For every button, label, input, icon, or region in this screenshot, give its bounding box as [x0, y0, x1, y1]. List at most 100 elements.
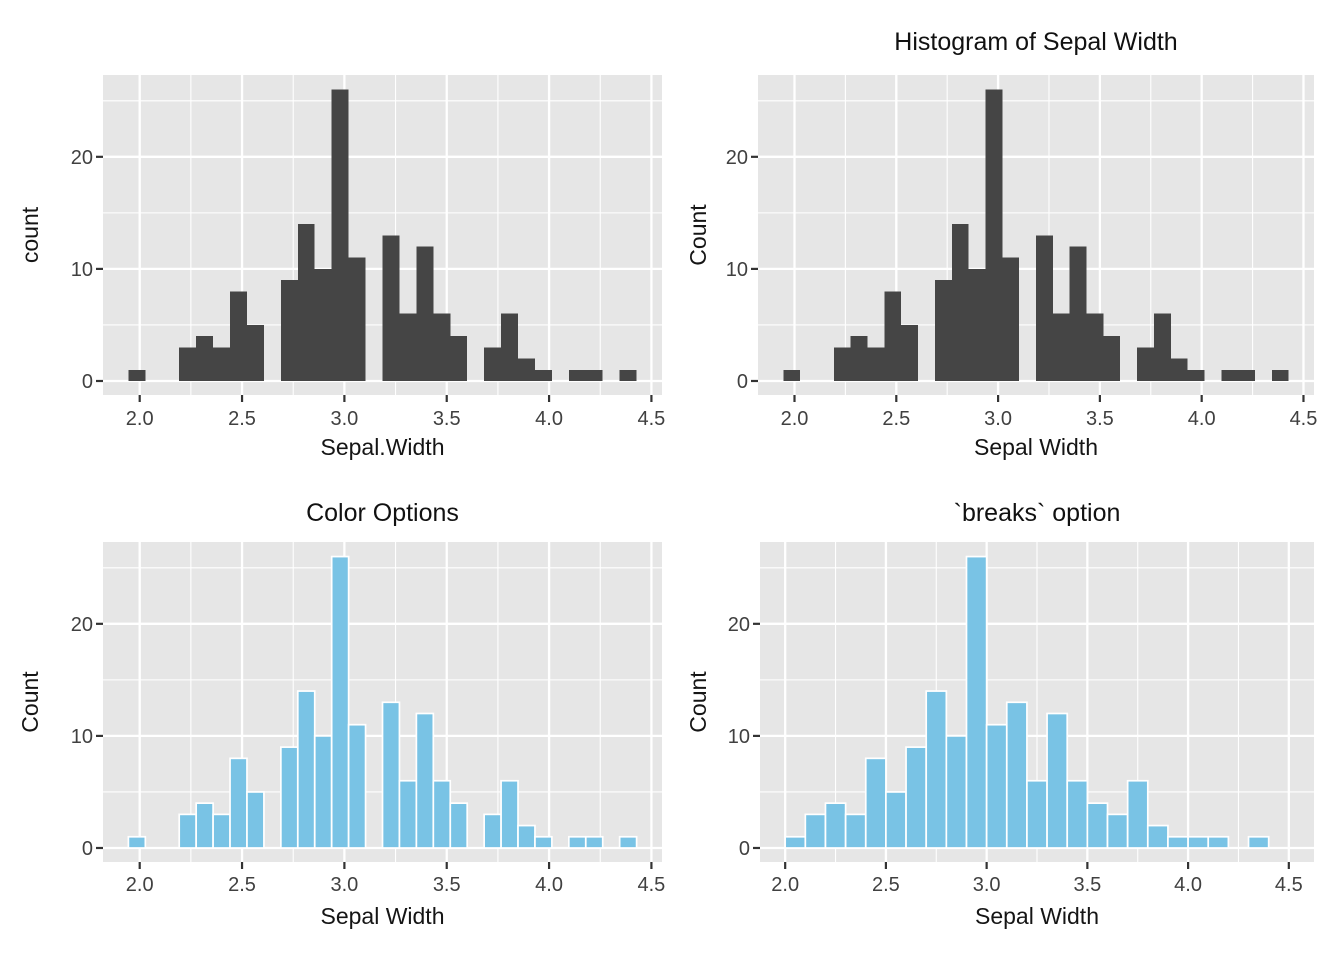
histogram-bars — [784, 555, 1270, 849]
histogram-bar — [432, 779, 452, 849]
plot-title: `breaks` option — [954, 499, 1121, 527]
histogram-bar — [280, 746, 299, 849]
histogram-bar — [297, 224, 315, 381]
histogram-bar — [1271, 369, 1289, 381]
histogram-bar — [517, 824, 536, 849]
histogram-bottom-left: 2.0 2.5 3.0 3.5 4.0 4.5 0 10 20 Sepal Width Count C… — [17, 499, 665, 929]
histogram-bar — [1046, 712, 1069, 849]
histogram-bar — [1238, 369, 1256, 381]
histogram-bar — [381, 701, 401, 849]
histogram-bar — [804, 813, 827, 849]
y-tick-label: 10 — [71, 259, 93, 281]
histogram-top-left: 2.0 2.5 3.0 3.5 4.0 4.5 0 10 20 Sepal.Width count — [17, 75, 666, 460]
histogram-bar — [1026, 779, 1048, 849]
histogram-bar — [1167, 835, 1189, 849]
x-tick-label: 3.0 — [973, 874, 1001, 896]
histogram-bar — [415, 712, 435, 849]
histogram-bar — [449, 802, 469, 849]
histogram-bar — [885, 791, 907, 849]
histogram-bar — [1137, 347, 1154, 381]
histogram-bar — [1126, 779, 1149, 849]
histogram-bar — [229, 757, 248, 849]
y-tick-label: 0 — [737, 371, 748, 393]
histogram-bar — [246, 324, 264, 381]
x-tick-label: 3.5 — [433, 408, 461, 430]
histogram-bar — [399, 313, 417, 381]
histogram-bar — [1036, 235, 1053, 381]
histogram-bar — [1066, 779, 1089, 849]
histogram-bar — [1207, 835, 1230, 849]
histogram-bars — [128, 89, 637, 381]
histogram-bar — [179, 347, 197, 381]
histogram-bar — [433, 313, 451, 381]
x-axis-title: Sepal Width — [975, 903, 1099, 929]
x-tick-label: 2.5 — [882, 408, 910, 430]
histogram-bar — [867, 347, 885, 381]
histogram-bar — [1103, 336, 1121, 381]
histogram-bar — [330, 555, 350, 849]
y-tick-label: 20 — [728, 614, 750, 636]
x-axis-title: Sepal.Width — [320, 434, 444, 460]
histogram-bar — [784, 835, 807, 849]
panel-bottom-left: 2.0 2.5 3.0 3.5 4.0 4.5 0 10 20 Sepal Width Count C… — [0, 480, 672, 960]
minor-gridlines — [760, 542, 1314, 862]
histogram-bar — [618, 835, 638, 849]
y-axis-title: Count — [17, 671, 43, 733]
y-tick-label: 0 — [82, 371, 93, 393]
histogram-bar — [314, 268, 332, 381]
histogram-bar — [313, 735, 333, 849]
histogram-bar — [985, 89, 1003, 381]
panel-top-right: 2.0 2.5 3.0 3.5 4.0 4.5 0 10 20 Sepal Width Count H… — [672, 0, 1344, 480]
histogram-bar — [585, 369, 603, 381]
histogram-bar — [824, 802, 847, 849]
x-tick-label: 4.0 — [1174, 874, 1202, 896]
histogram-bar — [884, 291, 902, 381]
histogram-bar — [864, 757, 887, 849]
x-tick-label: 4.5 — [1275, 874, 1303, 896]
x-axis-title: Sepal Width — [320, 903, 444, 929]
histogram-bar — [534, 369, 552, 381]
histogram-bar — [901, 324, 919, 381]
x-axis-title: Sepal Width — [974, 434, 1098, 460]
histogram-bar — [195, 802, 214, 849]
y-axis-title: Count — [685, 204, 711, 266]
histogram-bar — [483, 813, 502, 849]
x-tick-label: 4.5 — [638, 408, 666, 430]
x-tick-label: 2.5 — [872, 874, 900, 896]
histogram-bar — [127, 835, 147, 849]
x-tick-label: 2.0 — [781, 408, 809, 430]
x-tick-label: 2.0 — [126, 874, 154, 896]
histogram-bar — [925, 690, 948, 849]
axis-ticks — [751, 155, 1305, 402]
x-tick-label: 3.0 — [330, 408, 358, 430]
y-axis-title: count — [17, 206, 43, 263]
histogram-bar — [833, 347, 851, 381]
histogram-bar — [450, 336, 468, 381]
histogram-bar — [1069, 246, 1087, 381]
x-tick-label: 2.5 — [228, 408, 256, 430]
histogram-bar — [951, 224, 969, 381]
histogram-bar — [1187, 835, 1210, 849]
plot-title: Color Options — [306, 499, 459, 527]
y-tick-label: 10 — [728, 726, 750, 748]
x-tick-label: 3.0 — [984, 408, 1012, 430]
histogram-bar — [1106, 813, 1129, 849]
histogram-bar — [501, 313, 519, 381]
histogram-bar — [348, 257, 366, 381]
panel-bottom-right: 2.0 2.5 3.0 3.5 4.0 4.5 0 10 20 Sepal Width Count `… — [672, 480, 1344, 960]
histogram-bar — [844, 813, 867, 849]
histogram-bar — [965, 555, 988, 849]
histogram-top-right: 2.0 2.5 3.0 3.5 4.0 4.5 0 10 20 Sepal Width Count H… — [685, 28, 1318, 460]
histogram-bar — [1247, 835, 1270, 849]
x-tick-label: 3.5 — [1086, 408, 1114, 430]
y-axis-title: Count — [685, 671, 711, 733]
histogram-bar — [178, 813, 198, 849]
histogram-bar — [1005, 701, 1028, 849]
x-tick-label: 4.5 — [1290, 408, 1318, 430]
x-tick-label: 3.5 — [433, 874, 461, 896]
x-tick-label: 2.0 — [771, 874, 799, 896]
y-tick-label: 0 — [739, 838, 750, 860]
histogram-bar — [968, 268, 986, 381]
x-tick-label: 4.0 — [535, 874, 563, 896]
